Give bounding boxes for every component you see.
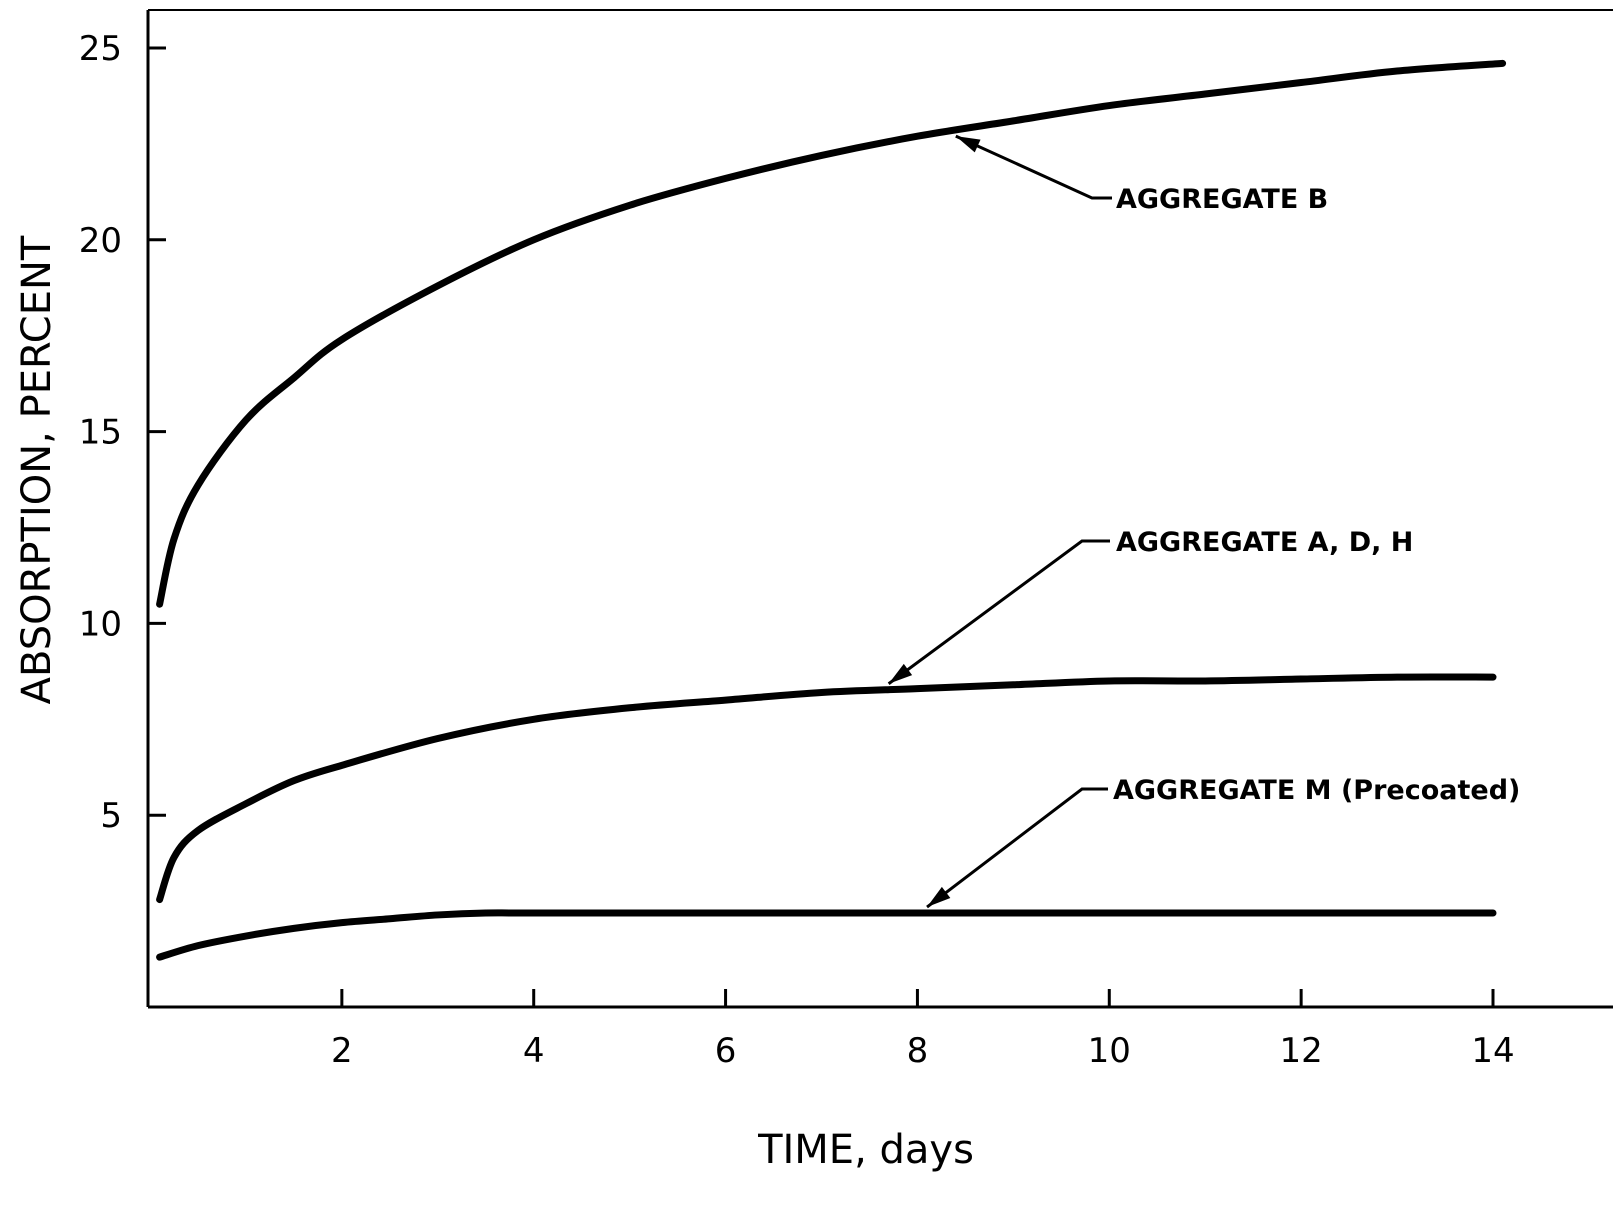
x-tick-label: 12 xyxy=(1280,1031,1323,1071)
x-tick-label: 2 xyxy=(331,1031,353,1071)
annotation-aggregate-a-d-h: AGGREGATE A, D, H xyxy=(1116,527,1413,558)
chart-axes xyxy=(146,9,1613,1009)
annotation-leader-line xyxy=(926,787,1108,909)
series-line-aggregate-m xyxy=(156,909,1497,961)
x-axis-title: TIME, days xyxy=(757,1127,974,1173)
annotation-arrowhead xyxy=(888,663,913,684)
y-tick-label: 15 xyxy=(79,413,122,453)
x-tick-label: 6 xyxy=(715,1031,737,1071)
y-tick-label: 20 xyxy=(79,221,122,261)
y-tick-label: 10 xyxy=(79,604,122,644)
annotation-arrowhead xyxy=(927,886,951,908)
chart-annotations: AGGREGATE B AGGREGATE A, D, H AGGREGATE M … xyxy=(887,134,1520,909)
annotation-leader-line xyxy=(887,539,1110,685)
x-tick-label: 4 xyxy=(523,1031,545,1071)
chart-tick-labels: 2 4 6 8 10 12 14 5 10 15 20 25 xyxy=(79,29,1515,1071)
annotation-arrowhead xyxy=(955,136,981,153)
x-tick-label: 10 xyxy=(1088,1031,1131,1071)
series-line-aggregate-a-d-h xyxy=(156,673,1497,904)
chart-series xyxy=(156,59,1507,961)
annotation-leader-line xyxy=(955,134,1112,200)
x-tick-label: 14 xyxy=(1471,1031,1514,1071)
annotation-aggregate-b: AGGREGATE B xyxy=(1116,184,1328,215)
x-tick-label: 8 xyxy=(907,1031,929,1071)
series-line-aggregate-b xyxy=(156,59,1507,608)
y-axis-title: ABSORPTION, PERCENT xyxy=(14,235,60,704)
y-tick-label: 25 xyxy=(79,29,122,69)
chart-ticks xyxy=(148,46,1495,1007)
annotation-aggregate-m: AGGREGATE M (Precoated) xyxy=(1113,775,1520,806)
y-tick-label: 5 xyxy=(100,796,122,836)
